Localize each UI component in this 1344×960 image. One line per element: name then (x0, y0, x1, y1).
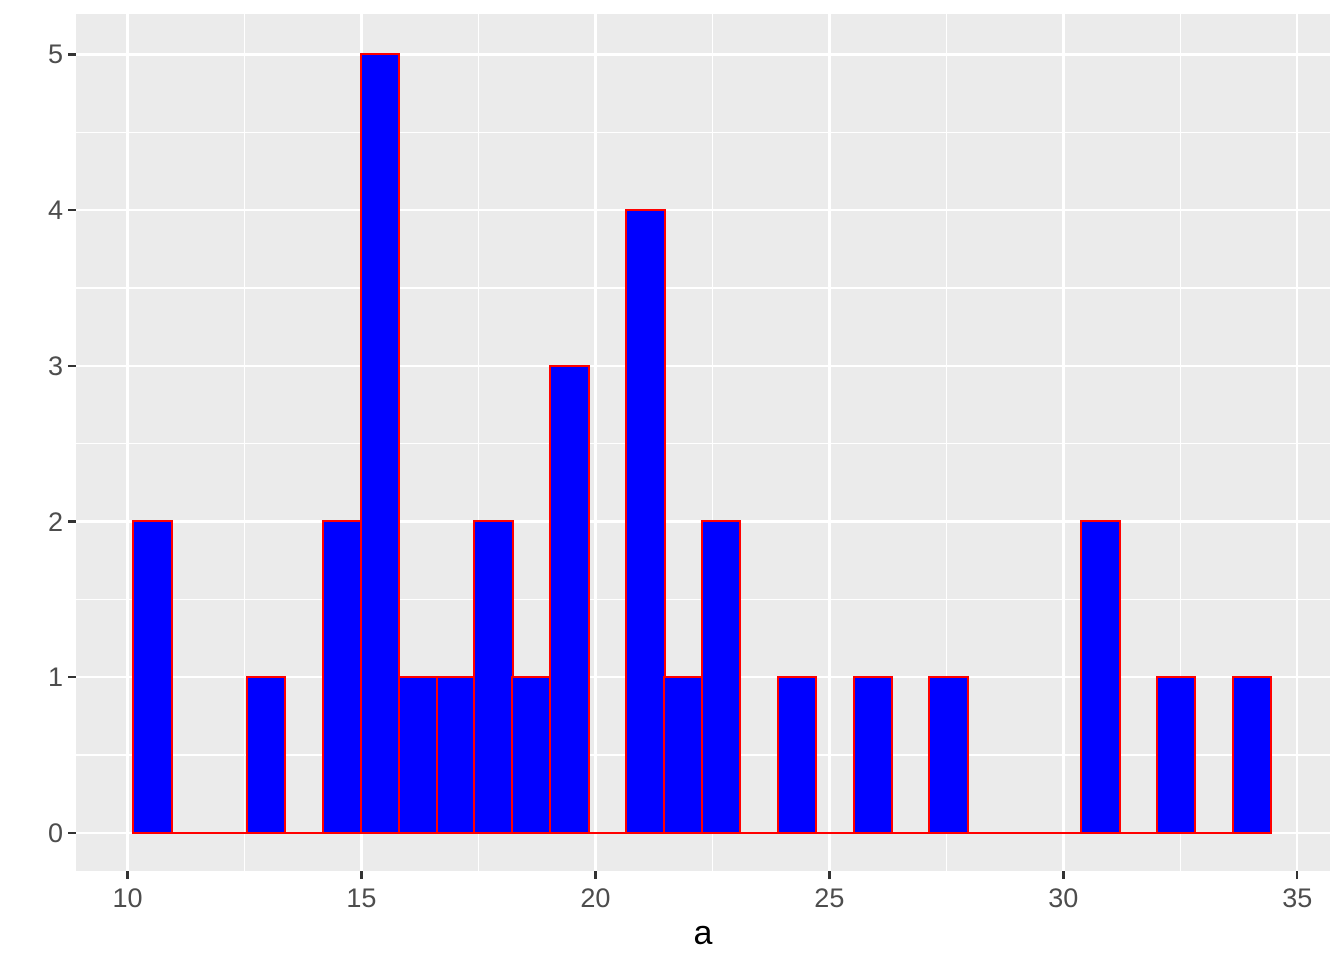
major-gridline-x (1295, 14, 1299, 871)
y-tick-mark (68, 675, 76, 679)
histogram-bar (435, 675, 476, 835)
histogram-bar (359, 53, 401, 835)
minor-gridline-y (76, 131, 1330, 133)
y-tick-mark (68, 831, 76, 835)
histogram-bar (625, 208, 666, 835)
major-gridline-y (76, 53, 1330, 56)
histogram-bar (132, 520, 173, 835)
histogram-bar (700, 520, 742, 835)
y-tick-mark (68, 53, 76, 56)
histogram-bar (852, 675, 894, 835)
x-tick-mark (126, 871, 129, 879)
minor-gridline-y (76, 443, 1330, 445)
y-tick-label: 3 (47, 350, 63, 381)
histogram-bar (663, 675, 704, 835)
histogram-bar (928, 675, 969, 835)
major-gridline-x (594, 14, 597, 871)
x-tick-label: 15 (346, 883, 377, 913)
y-tick-label: 5 (47, 39, 63, 70)
x-tick-label: 35 (1282, 883, 1313, 913)
x-tick-mark (360, 871, 363, 879)
histogram-bar (511, 675, 552, 835)
x-tick-mark (1295, 871, 1299, 879)
x-tick-label: 20 (580, 883, 611, 913)
histogram-bar (397, 675, 439, 835)
major-gridline-y (76, 364, 1330, 368)
y-tick-mark (68, 364, 76, 368)
histogram-bar (776, 675, 818, 835)
major-gridline-x (126, 14, 129, 871)
major-gridline-x (1062, 14, 1065, 871)
minor-gridline-x (1179, 14, 1181, 871)
histogram-bar (1231, 675, 1273, 835)
x-axis-title: a (693, 914, 713, 952)
minor-gridline-x (477, 14, 479, 871)
minor-gridline-x (711, 14, 713, 871)
minor-gridline-y (76, 287, 1330, 289)
histogram-bar (321, 520, 363, 835)
y-tick-mark (68, 208, 76, 212)
y-tick-mark (68, 520, 76, 523)
x-tick-label: 30 (1048, 883, 1079, 913)
minor-gridline-x (243, 14, 246, 871)
y-tick-label: 2 (47, 506, 63, 537)
y-tick-label: 1 (47, 662, 63, 693)
histogram-bar (549, 364, 590, 835)
x-tick-label: 25 (814, 883, 845, 913)
histogram-bar (1080, 520, 1121, 835)
x-tick-mark (828, 871, 831, 879)
histogram-bar (473, 520, 514, 835)
x-tick-mark (594, 871, 597, 879)
minor-gridline-x (945, 14, 947, 871)
histogram-bar (246, 675, 287, 835)
major-gridline-x (828, 14, 831, 871)
major-gridline-y (76, 208, 1330, 212)
histogram-baseline (132, 831, 1273, 835)
histogram-bar (1155, 675, 1197, 835)
y-tick-label: 0 (47, 817, 63, 848)
x-tick-mark (1062, 871, 1065, 879)
x-tick-label: 10 (112, 883, 143, 913)
y-tick-label: 4 (47, 195, 63, 226)
